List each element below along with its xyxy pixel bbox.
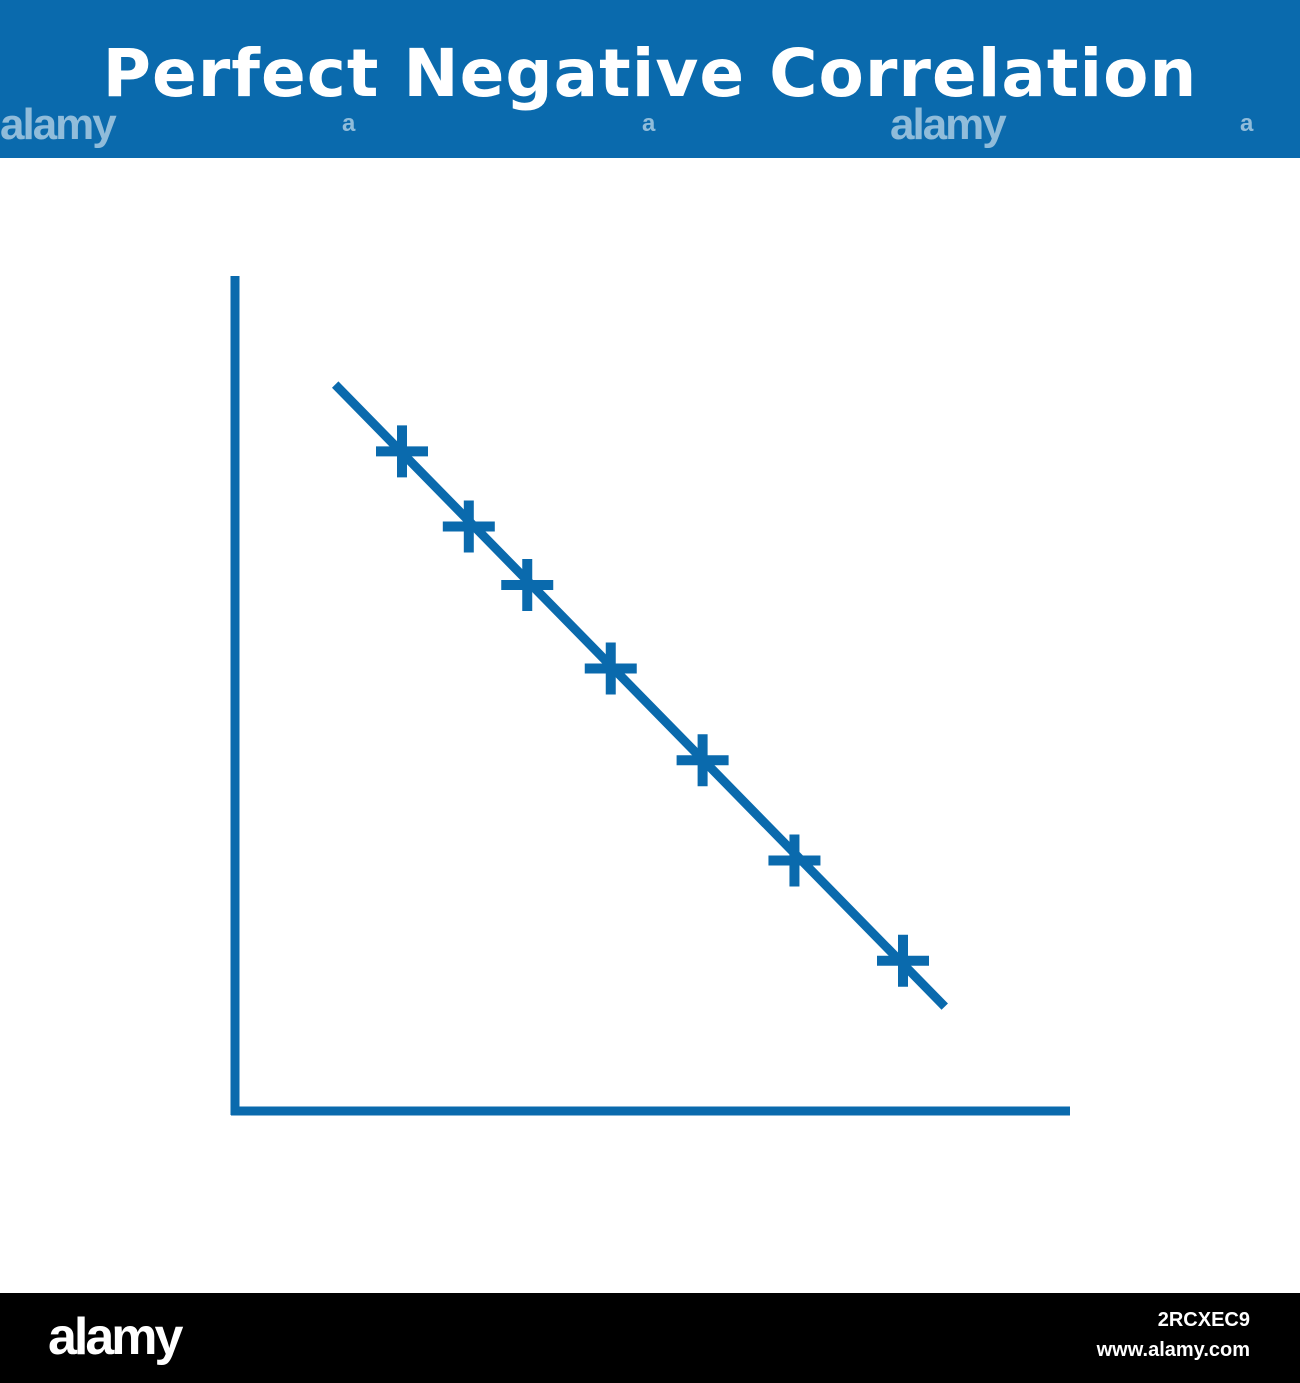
data-point-2 (442, 500, 495, 553)
data-point-7 (877, 934, 929, 987)
watermark-letter: a (342, 110, 356, 137)
data-point-6 (768, 834, 821, 887)
watermark-letter: a (642, 110, 656, 137)
data-point-1 (376, 425, 428, 478)
footer-url: www.alamy.com (1096, 1339, 1250, 1361)
data-point-5 (676, 734, 729, 787)
footer-bar: alamy 2RCXEC9 www.alamy.com (0, 1293, 1300, 1383)
data-point-3 (501, 558, 554, 611)
title-banner: Perfect Negative Correlation (0, 0, 1300, 158)
watermark-logo: alamy (0, 100, 117, 149)
watermark-logo: alamy (890, 100, 1007, 149)
watermark-letter: a (1240, 110, 1254, 137)
data-point-4 (584, 642, 637, 695)
footer-logo: alamy (48, 1308, 183, 1366)
image-id: 2RCXEC9 (1157, 1309, 1250, 1331)
scatter-chart (230, 276, 1070, 1116)
page-title: Perfect Negative Correlation (102, 34, 1198, 112)
trend-line (331, 381, 948, 1010)
